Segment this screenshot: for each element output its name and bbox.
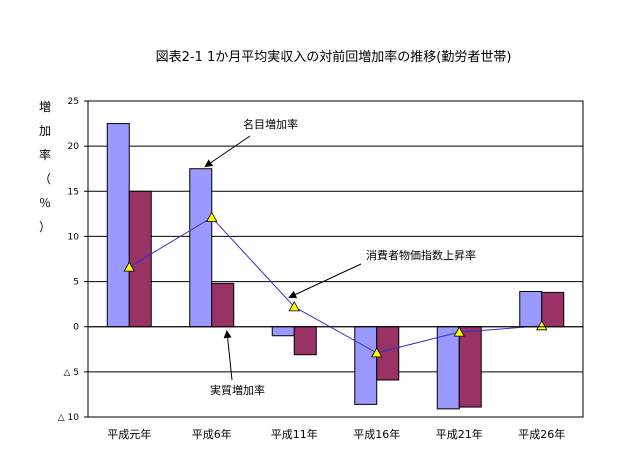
cpi-point-marker: [453, 326, 465, 337]
y-tick-label: △ 5: [63, 368, 79, 378]
bar-real: [458, 326, 482, 408]
x-category-label: 平成26年: [518, 427, 565, 441]
bar-nominal: [436, 326, 460, 410]
bar-nominal: [519, 291, 543, 328]
plot-frame: [87, 100, 584, 418]
x-category-label: 平成6年: [192, 427, 232, 441]
annotation-nominal: 名目増加率: [243, 117, 298, 131]
x-category-label: 平成11年: [271, 427, 318, 441]
y-axis-label-char: 加: [38, 124, 51, 138]
cpi-point-marker: [288, 301, 300, 312]
x-category-label: 平成元年: [107, 427, 151, 441]
annotation-cpi-arrow: [288, 263, 362, 299]
y-tick-label: 10: [68, 232, 80, 242]
bar-nominal: [271, 326, 295, 337]
cpi-point-marker: [123, 261, 135, 272]
cpi-point-marker: [536, 319, 548, 331]
annotation-real-arrow: [223, 330, 233, 381]
y-axis-label-char: 増: [38, 100, 51, 114]
y-tick-label: △ 10: [58, 413, 80, 423]
bar-real: [211, 282, 235, 328]
y-axis-label-char: 率: [38, 148, 51, 162]
cpi-line: [128, 216, 542, 354]
cpi-point-marker: [206, 211, 218, 222]
bar-real: [293, 326, 317, 356]
y-tick-label: 25: [68, 97, 79, 107]
y-tick-label: 20: [68, 142, 80, 152]
annotation-cpi: 消費者物価指数上昇率: [366, 248, 476, 262]
y-tick-label: 0: [73, 323, 79, 333]
x-category-label: 平成21年: [436, 427, 483, 441]
x-category-label: 平成16年: [353, 427, 400, 441]
y-axis-label-char: （: [38, 172, 51, 186]
bar-real: [541, 291, 565, 328]
y-axis-label: 増加率 （ ％ ）: [38, 95, 52, 239]
bar-nominal: [189, 168, 213, 328]
y-tick-label: 15: [68, 187, 79, 197]
bar-real: [128, 190, 152, 328]
bar-nominal: [106, 123, 130, 328]
y-axis-label-char: ）: [38, 220, 51, 234]
y-tick-label: 5: [73, 278, 79, 288]
annotation-nominal-arrow: [204, 135, 251, 168]
annotation-real: 実質増加率: [210, 383, 265, 397]
bar-nominal: [354, 326, 378, 405]
chart-title: 図表2-1 1か月平均実収入の対前回増加率の推移(勤労者世帯): [155, 50, 512, 65]
cpi-point-marker: [371, 347, 383, 358]
y-axis-label-char: ％: [38, 196, 51, 210]
